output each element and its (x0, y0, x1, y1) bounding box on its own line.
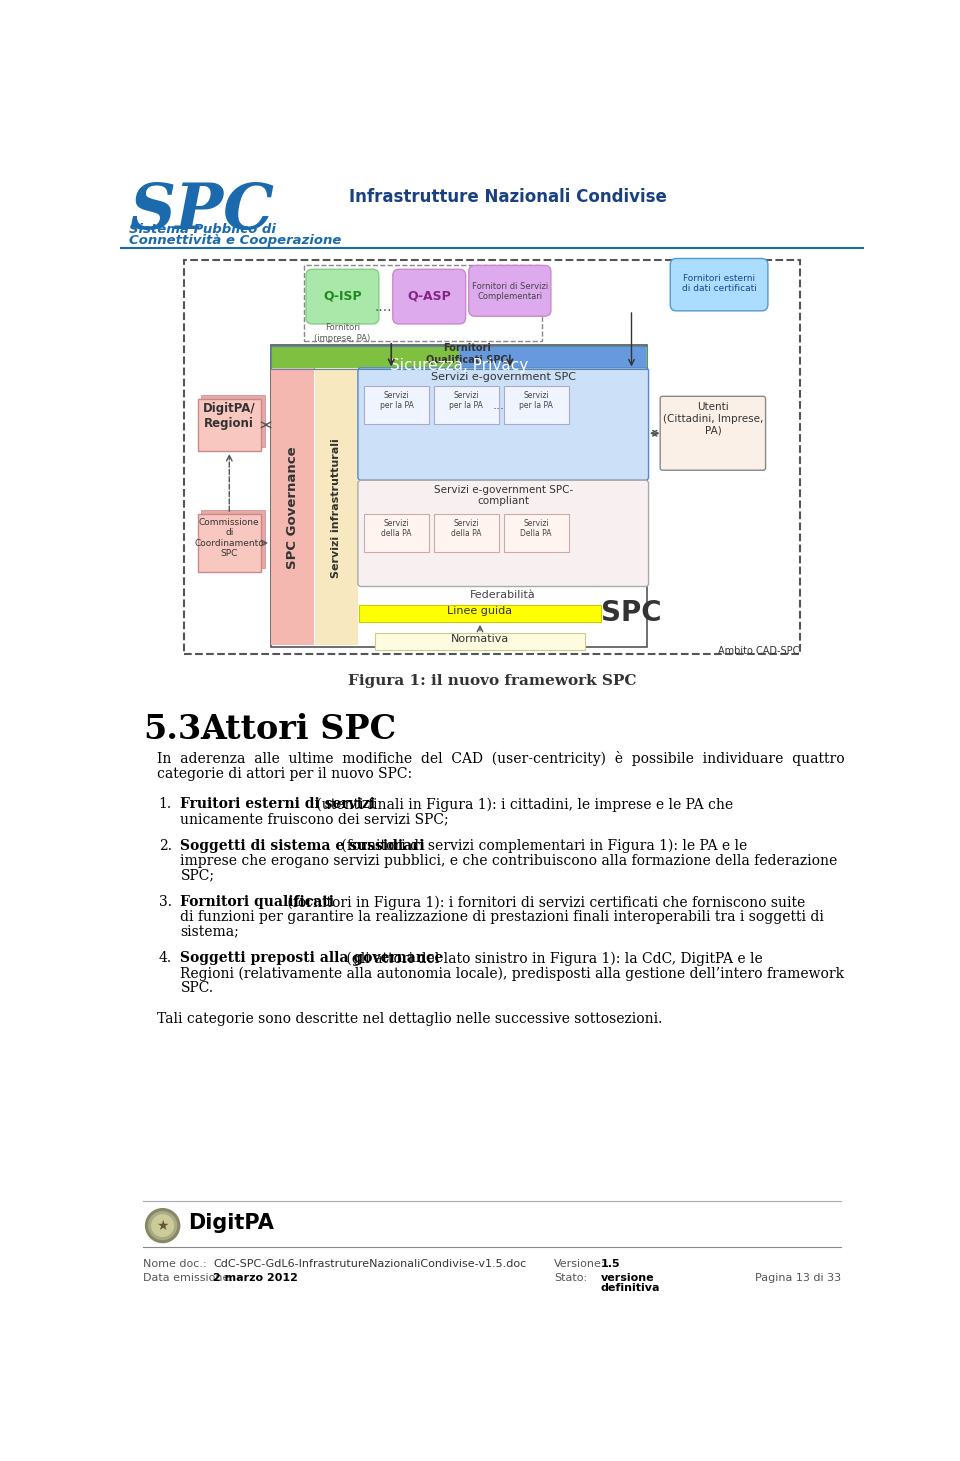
Text: Commissione
di
Coordinamento
SPC: Commissione di Coordinamento SPC (194, 519, 264, 558)
Text: 2 marzo 2012: 2 marzo 2012 (213, 1273, 298, 1283)
FancyBboxPatch shape (504, 386, 568, 424)
Text: ★: ★ (156, 1218, 169, 1233)
FancyBboxPatch shape (434, 386, 499, 424)
FancyBboxPatch shape (202, 510, 265, 568)
Text: Linee guida: Linee guida (447, 606, 513, 615)
Text: Soggetti di sistema e sussidiari: Soggetti di sistema e sussidiari (180, 839, 425, 853)
Text: di funzioni per garantire la realizzazione di prestazioni finali interoperabili : di funzioni per garantire la realizzazio… (180, 910, 825, 923)
Text: Connettività e Cooperazione: Connettività e Cooperazione (130, 234, 342, 247)
Text: CdC-SPC-GdL6-InfrastrutureNazionaliCondivise-v1.5.doc: CdC-SPC-GdL6-InfrastrutureNazionaliCondi… (213, 1259, 526, 1268)
Bar (315, 368, 358, 644)
Text: Q-ISP: Q-ISP (324, 289, 362, 302)
Text: 3.: 3. (158, 896, 172, 909)
Bar (375, 634, 585, 650)
Text: Servizi
per la PA: Servizi per la PA (449, 392, 484, 411)
FancyBboxPatch shape (468, 266, 551, 316)
Text: Fornitori
(imprese, PA): Fornitori (imprese, PA) (314, 323, 371, 342)
Text: Federabilità: Federabilità (470, 590, 536, 599)
FancyBboxPatch shape (202, 394, 265, 447)
FancyBboxPatch shape (358, 368, 649, 481)
Bar (271, 368, 314, 644)
Text: DigitPA: DigitPA (188, 1213, 274, 1233)
Text: Utenti
(Cittadini, Imprese,
PA): Utenti (Cittadini, Imprese, PA) (662, 402, 763, 435)
FancyBboxPatch shape (198, 514, 261, 571)
Text: ...: ... (493, 399, 505, 412)
Text: Servizi
della PA: Servizi della PA (451, 519, 482, 538)
Text: 1.5: 1.5 (601, 1259, 620, 1268)
Text: Servizi e-government SPC-
compliant: Servizi e-government SPC- compliant (434, 485, 573, 507)
Circle shape (152, 1214, 174, 1236)
Text: Fornitori esterni
di dati certificati: Fornitori esterni di dati certificati (682, 273, 756, 294)
Text: SPC: SPC (130, 181, 275, 243)
FancyBboxPatch shape (434, 514, 499, 552)
Bar (459, 346, 646, 370)
Text: Infrastrutture Nazionali Condivise: Infrastrutture Nazionali Condivise (348, 187, 666, 206)
Text: Fornitori
Qualificati SPC: Fornitori Qualificati SPC (426, 343, 508, 365)
Text: SPC.: SPC. (180, 980, 213, 995)
Text: Attori SPC: Attori SPC (201, 713, 396, 745)
Text: 4.: 4. (158, 951, 172, 966)
Text: SPC;: SPC; (180, 868, 214, 882)
Text: Q-ASP: Q-ASP (407, 289, 451, 302)
Text: Normativa: Normativa (451, 634, 509, 644)
FancyBboxPatch shape (504, 514, 568, 552)
Text: imprese che erogano servizi pubblici, e che contribuiscono alla formazione della: imprese che erogano servizi pubblici, e … (180, 853, 838, 868)
Text: Data emissione:: Data emissione: (143, 1273, 233, 1283)
Text: SPC: SPC (601, 599, 661, 627)
Text: DigitPA/
Regioni: DigitPA/ Regioni (203, 402, 255, 431)
Text: Servizi
per la PA: Servizi per la PA (380, 392, 414, 411)
Text: sistema;: sistema; (180, 925, 239, 938)
Text: Pagina 13 di 33: Pagina 13 di 33 (755, 1273, 841, 1283)
Text: In  aderenza  alle  ultime  modifiche  del  CAD  (user-centricity)  è  possibile: In aderenza alle ultime modifiche del CA… (157, 751, 845, 766)
Text: unicamente fruiscono dei servizi SPC;: unicamente fruiscono dei servizi SPC; (180, 812, 449, 825)
Bar (304, 266, 542, 340)
Text: definitiva: definitiva (601, 1283, 660, 1293)
FancyBboxPatch shape (198, 399, 261, 451)
Text: Servizi infrastrutturali: Servizi infrastrutturali (331, 438, 341, 579)
Text: Ambito CAD-SPC: Ambito CAD-SPC (717, 646, 799, 656)
Bar (271, 346, 647, 370)
Text: 2.: 2. (158, 839, 172, 853)
Circle shape (149, 1211, 177, 1239)
Text: Nome doc.:: Nome doc.: (143, 1259, 206, 1268)
Text: Servizi
Della PA: Servizi Della PA (520, 519, 552, 538)
Text: Tali categorie sono descritte nel dettaglio nelle successive sottosezioni.: Tali categorie sono descritte nel dettag… (157, 1011, 662, 1026)
Text: Fornitori di Servizi
Complementari: Fornitori di Servizi Complementari (471, 282, 548, 301)
Circle shape (146, 1208, 180, 1242)
FancyBboxPatch shape (660, 396, 765, 470)
Text: Servizi
per la PA: Servizi per la PA (519, 392, 553, 411)
Text: Sistema Pubblico di: Sistema Pubblico di (130, 224, 276, 237)
Text: Fornitori qualificati: Fornitori qualificati (180, 896, 334, 909)
Text: Servizi e-government SPC: Servizi e-government SPC (431, 373, 576, 383)
FancyBboxPatch shape (306, 269, 379, 324)
FancyBboxPatch shape (364, 386, 429, 424)
Bar (271, 346, 647, 370)
Bar (359, 605, 601, 622)
Bar (183, 260, 801, 655)
Text: 1.: 1. (158, 798, 172, 811)
Text: Figura 1: il nuovo framework SPC: Figura 1: il nuovo framework SPC (348, 675, 636, 688)
Text: Fruitori esterni di servizi: Fruitori esterni di servizi (180, 798, 375, 811)
FancyBboxPatch shape (364, 514, 429, 552)
Text: ....: .... (374, 300, 393, 314)
Text: Sicurezza, Privacy: Sicurezza, Privacy (390, 358, 528, 373)
Text: SPC Governance: SPC Governance (285, 447, 299, 570)
Text: Regioni (relativamente alla autonomia locale), predisposti alla gestione dell’in: Regioni (relativamente alla autonomia lo… (180, 966, 845, 980)
Text: (fornitori di servizi complementari in Figura 1): le PA e le: (fornitori di servizi complementari in F… (337, 839, 747, 853)
Text: (fornitori in Figura 1): i fornitori di servizi certificati che forniscono suite: (fornitori in Figura 1): i fornitori di … (283, 896, 805, 910)
Text: categorie di attori per il nuovo SPC:: categorie di attori per il nuovo SPC: (157, 767, 413, 780)
Text: 5.3.: 5.3. (143, 713, 213, 745)
Bar (271, 345, 647, 647)
FancyBboxPatch shape (358, 481, 649, 586)
Text: Versione:: Versione: (554, 1259, 606, 1268)
FancyBboxPatch shape (393, 269, 466, 324)
Text: Stato:: Stato: (554, 1273, 588, 1283)
Text: (utenti finali in Figura 1): i cittadini, le imprese e le PA che: (utenti finali in Figura 1): i cittadini… (312, 798, 733, 812)
Text: Servizi
della PA: Servizi della PA (381, 519, 412, 538)
Text: (gli attori del lato sinistro in Figura 1): la CdC, DigitPA e le: (gli attori del lato sinistro in Figura … (342, 951, 762, 966)
Text: Soggetti preposti alla governance: Soggetti preposti alla governance (180, 951, 444, 966)
Text: versione: versione (601, 1273, 654, 1283)
FancyBboxPatch shape (670, 259, 768, 311)
